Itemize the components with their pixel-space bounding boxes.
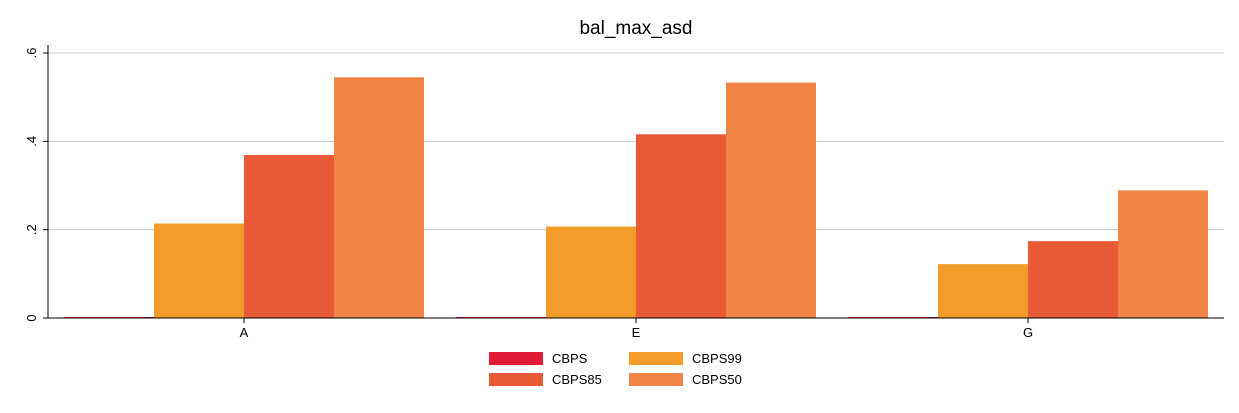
y-tick-label: .2 (24, 224, 39, 235)
legend-label-cbps: CBPS (552, 351, 588, 366)
legend-label-cbps85: CBPS85 (552, 372, 602, 387)
x-tick-label: E (632, 325, 641, 340)
y-tick-label: 0 (24, 314, 39, 321)
legend-label-cbps99: CBPS99 (692, 351, 742, 366)
legend-label-cbps50: CBPS50 (692, 372, 742, 387)
legend-swatch-cbps85 (489, 373, 543, 386)
bar-cbps50-e (726, 82, 816, 318)
y-tick-label: .4 (24, 136, 39, 147)
x-tick-label: A (240, 325, 249, 340)
bar-cbps99-g (938, 264, 1028, 318)
y-tick-label: .6 (24, 48, 39, 59)
bar-cbps85-e (636, 134, 726, 318)
bar-cbps50-a (334, 77, 424, 319)
bars (64, 77, 1208, 319)
legend-swatch-cbps50 (629, 373, 683, 386)
bar-cbps99-a (154, 223, 244, 318)
legend: CBPS CBPS99 CBPS85 CBPS50 (489, 351, 742, 387)
legend-swatch-cbps (489, 352, 543, 365)
legend-swatch-cbps99 (629, 352, 683, 365)
bar-cbps85-g (1028, 241, 1118, 318)
axes: 0 .2 .4 .6 A E G (24, 45, 1224, 340)
bar-cbps85-a (244, 155, 334, 318)
x-tick-label: G (1023, 325, 1033, 340)
bar-cbps99-e (546, 226, 636, 318)
chart-title: bal_max_asd (579, 18, 692, 39)
bar-cbps50-g (1118, 190, 1208, 318)
